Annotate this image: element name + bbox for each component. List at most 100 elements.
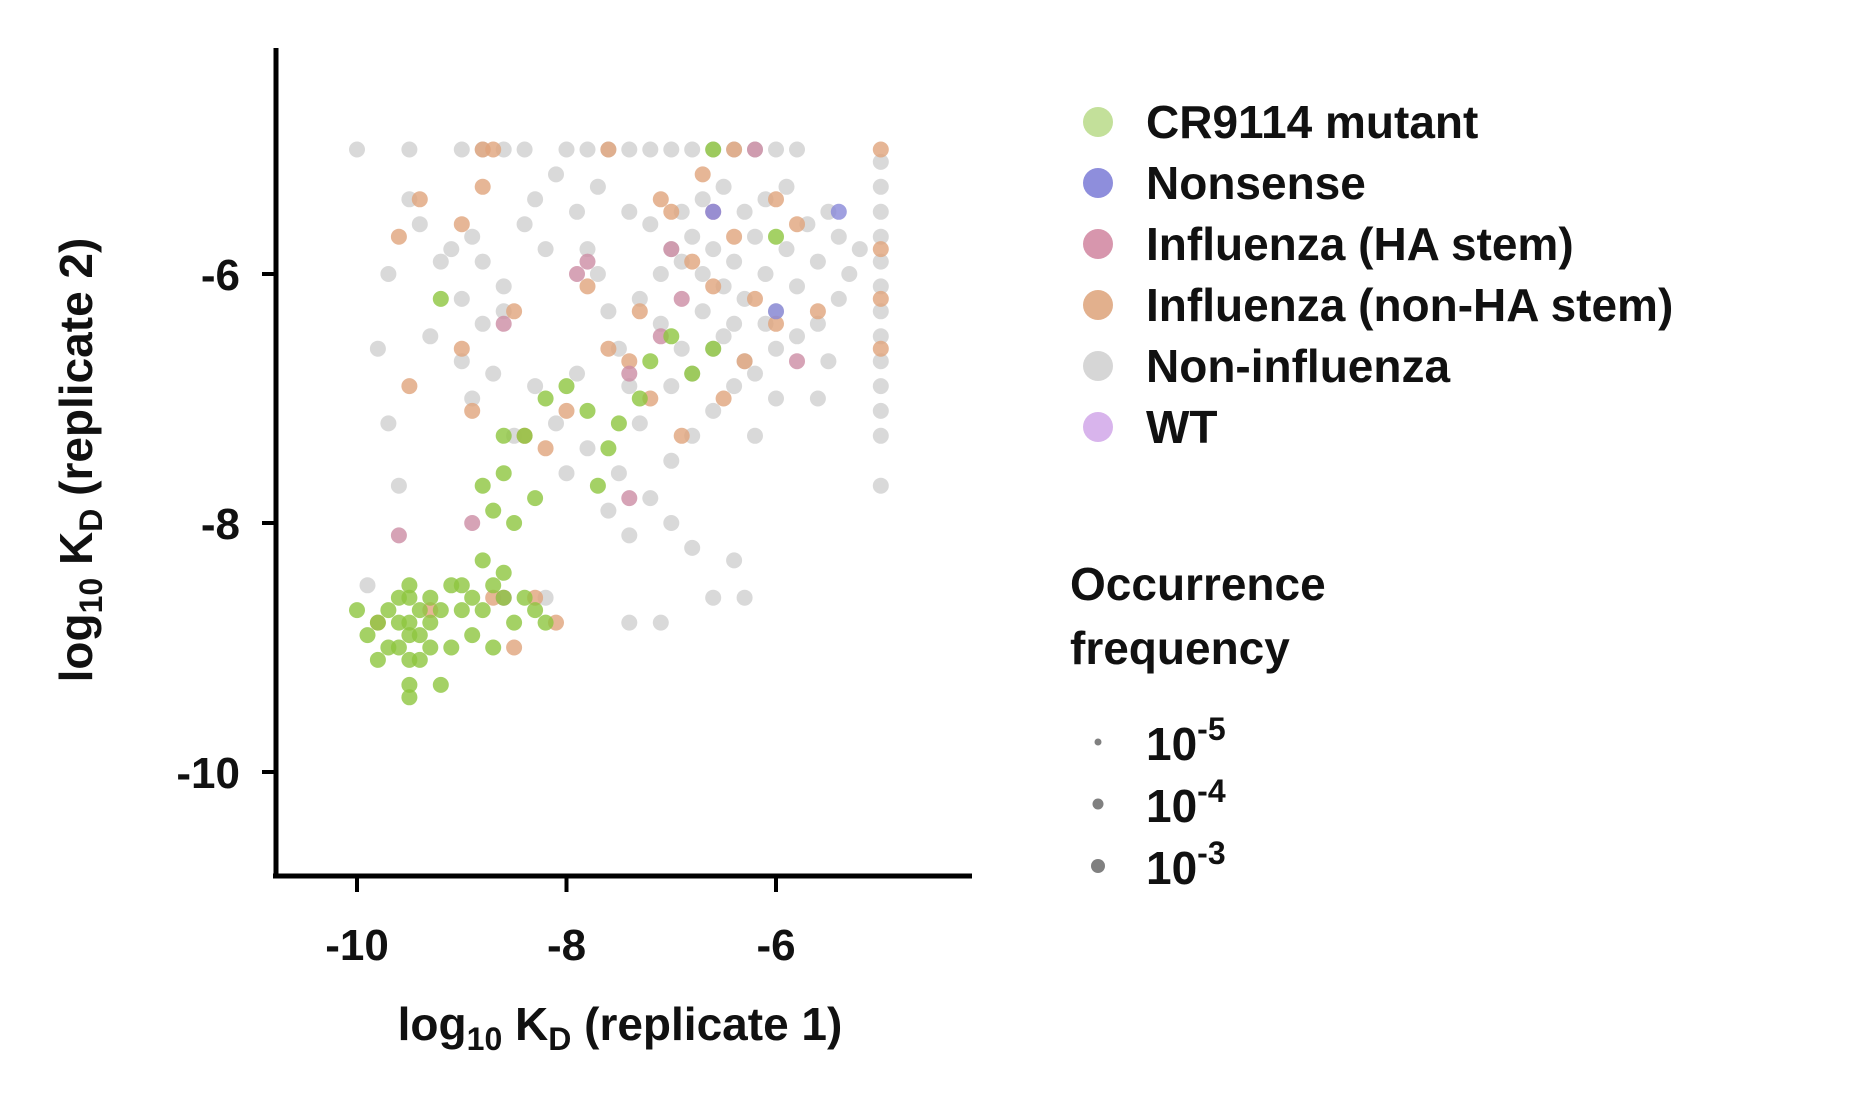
data-point bbox=[537, 614, 554, 631]
data-point bbox=[747, 228, 763, 245]
data-point bbox=[663, 452, 680, 469]
data-point bbox=[485, 577, 502, 594]
data-point bbox=[872, 402, 889, 419]
legend-label: Nonsense bbox=[1146, 157, 1366, 209]
data-point bbox=[464, 627, 481, 644]
data-point bbox=[789, 216, 805, 233]
data-point bbox=[558, 465, 575, 482]
data-point bbox=[757, 266, 774, 282]
data-point bbox=[579, 253, 596, 270]
data-point bbox=[872, 278, 889, 295]
data-point bbox=[768, 315, 784, 332]
data-point bbox=[747, 365, 763, 382]
data-point bbox=[820, 353, 837, 370]
series-non-influenza bbox=[349, 141, 889, 631]
data-point bbox=[726, 552, 743, 569]
data-point bbox=[715, 328, 732, 345]
data-point bbox=[359, 577, 376, 594]
data-point bbox=[726, 315, 743, 332]
data-point bbox=[778, 178, 795, 195]
data-point bbox=[485, 365, 502, 382]
data-point bbox=[747, 427, 763, 444]
data-point bbox=[589, 266, 606, 282]
data-point bbox=[432, 676, 449, 693]
data-point bbox=[516, 589, 533, 606]
data-point bbox=[485, 639, 502, 656]
data-point bbox=[558, 402, 575, 419]
data-point bbox=[589, 477, 606, 494]
y-ticks: -10 -8 -6 bbox=[176, 251, 276, 798]
legend-marker bbox=[1083, 168, 1113, 198]
data-point bbox=[610, 415, 627, 432]
data-point bbox=[369, 614, 386, 631]
legend-marker bbox=[1083, 351, 1113, 381]
data-point bbox=[684, 365, 701, 382]
data-point bbox=[537, 241, 554, 258]
data-point bbox=[872, 253, 889, 270]
data-point bbox=[789, 328, 805, 345]
data-point bbox=[380, 602, 397, 619]
data-point bbox=[600, 440, 617, 457]
data-point bbox=[642, 353, 659, 370]
data-point bbox=[411, 602, 428, 619]
x-tick-label: -6 bbox=[756, 921, 795, 970]
data-point bbox=[401, 689, 418, 706]
size-legend: Occurrence frequency 10-510-410-3 bbox=[1070, 558, 1326, 894]
data-point bbox=[872, 203, 889, 220]
data-point bbox=[506, 303, 523, 320]
data-point bbox=[663, 141, 680, 158]
data-point bbox=[705, 141, 722, 158]
data-point bbox=[600, 141, 617, 158]
data-point bbox=[401, 614, 418, 631]
data-point bbox=[422, 614, 439, 631]
size-legend-marker bbox=[1092, 798, 1104, 810]
data-point bbox=[621, 378, 638, 395]
data-point bbox=[621, 353, 638, 370]
data-point bbox=[453, 340, 470, 357]
data-point bbox=[558, 378, 575, 395]
data-point bbox=[872, 241, 889, 258]
data-point bbox=[349, 602, 365, 619]
data-point bbox=[527, 191, 544, 208]
y-tick-label: -8 bbox=[201, 500, 240, 549]
size-legend-title-line-2: frequency bbox=[1070, 622, 1290, 674]
data-point bbox=[663, 328, 680, 345]
data-point bbox=[631, 303, 648, 320]
data-point bbox=[789, 278, 805, 295]
data-point bbox=[642, 141, 659, 158]
data-point bbox=[694, 266, 711, 282]
data-point bbox=[506, 515, 523, 531]
data-point bbox=[621, 203, 638, 220]
data-point bbox=[715, 178, 732, 195]
data-point bbox=[872, 141, 889, 158]
data-point bbox=[579, 402, 596, 419]
data-point bbox=[569, 266, 585, 282]
size-legend-label: 10-4 bbox=[1146, 773, 1226, 832]
data-point bbox=[663, 203, 680, 220]
data-point bbox=[537, 390, 554, 407]
data-point bbox=[621, 490, 638, 507]
data-point bbox=[390, 589, 407, 606]
size-legend-marker bbox=[1094, 738, 1102, 746]
data-point bbox=[652, 315, 669, 332]
data-point bbox=[872, 153, 889, 170]
data-point bbox=[663, 515, 680, 531]
data-point bbox=[694, 191, 711, 208]
data-point bbox=[705, 241, 722, 258]
data-point bbox=[495, 589, 512, 606]
data-point bbox=[789, 141, 805, 158]
data-point bbox=[516, 216, 533, 233]
data-point bbox=[411, 651, 428, 668]
data-point bbox=[652, 266, 669, 282]
data-point bbox=[768, 141, 784, 158]
data-point bbox=[579, 141, 596, 158]
data-point bbox=[359, 627, 376, 644]
data-point bbox=[495, 315, 512, 332]
data-point bbox=[726, 378, 743, 395]
data-point bbox=[747, 290, 763, 307]
data-point bbox=[422, 328, 439, 345]
data-point bbox=[369, 651, 386, 668]
data-point bbox=[495, 564, 512, 581]
legend: CR9114 mutant Nonsense Influenza (HA stem)… bbox=[1083, 96, 1673, 453]
y-axis-title: log10 KD (replicate 2) bbox=[50, 238, 109, 683]
